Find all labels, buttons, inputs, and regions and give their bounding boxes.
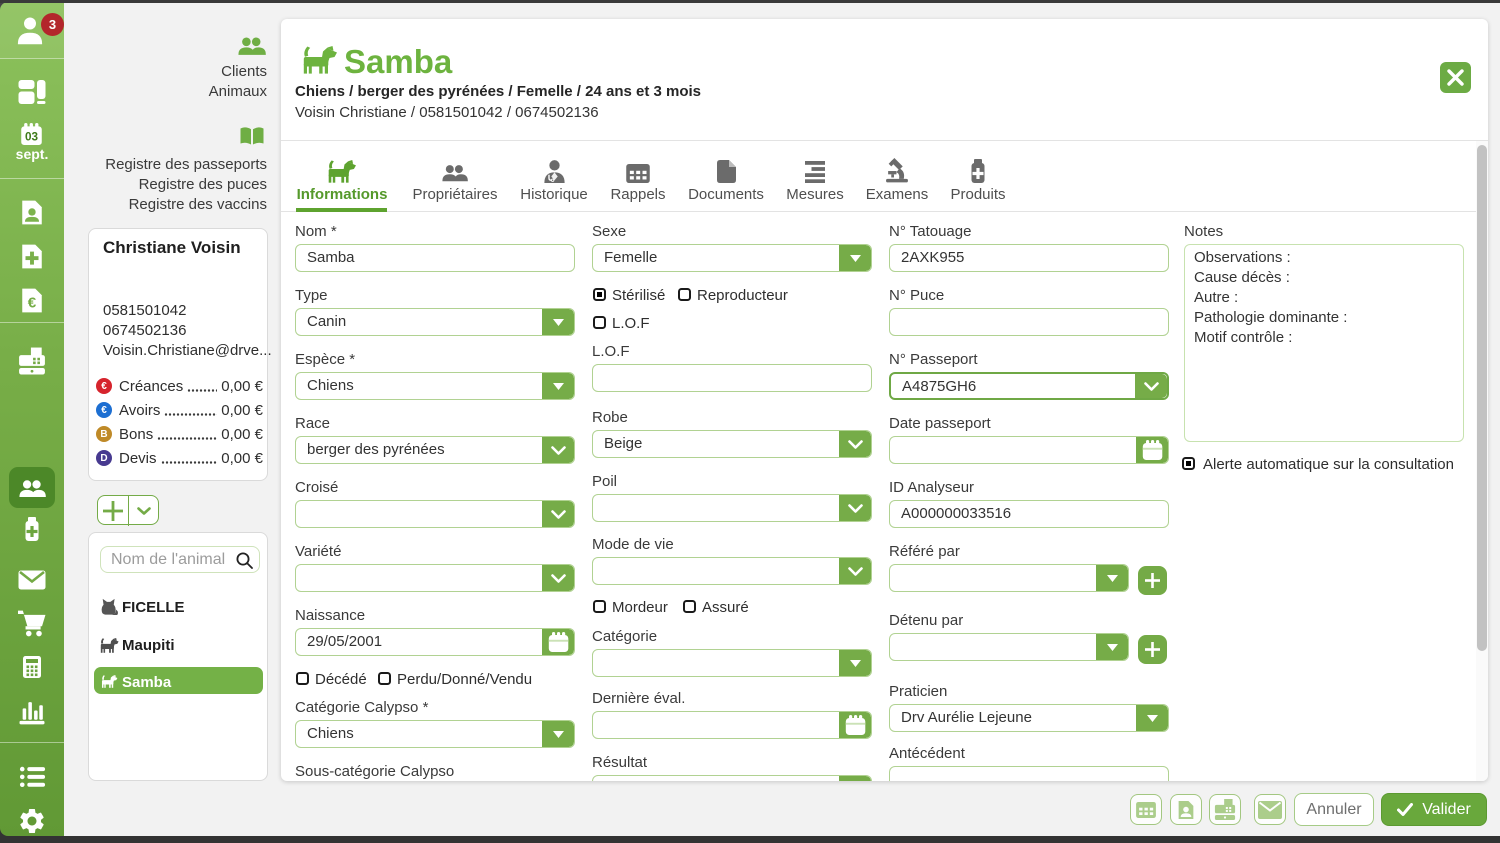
svg-text:€: € <box>28 294 37 311</box>
svg-text:03: 03 <box>25 130 39 143</box>
